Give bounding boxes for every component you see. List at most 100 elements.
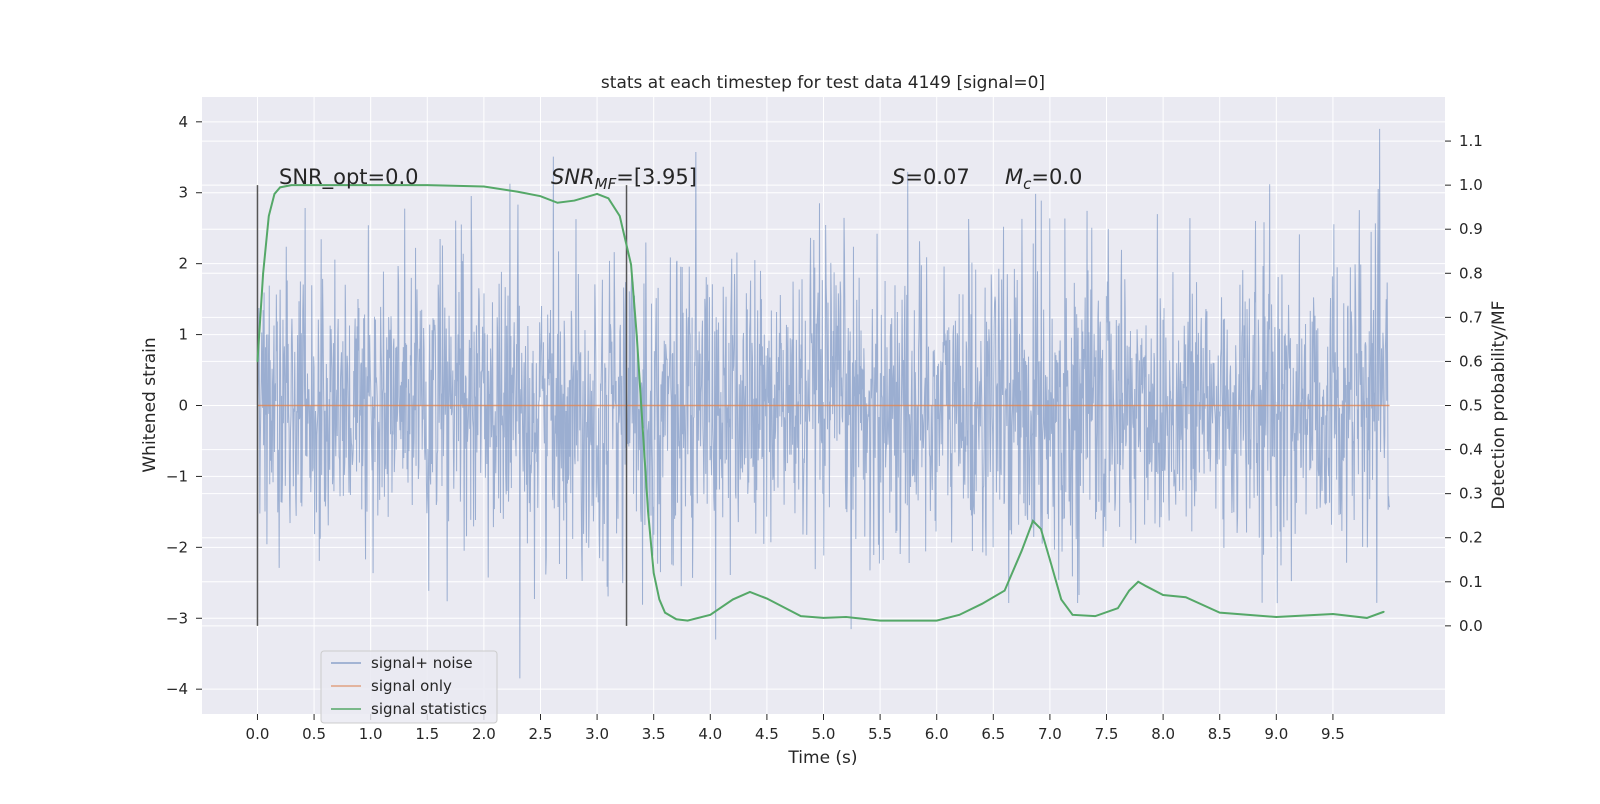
x-tick-label: 9.5 <box>1321 725 1345 743</box>
signal-statistics-point <box>981 603 983 605</box>
x-tick-label: 0.5 <box>302 725 326 743</box>
x-tick-label: 6.0 <box>925 725 949 743</box>
x-tick-label: 4.5 <box>755 725 779 743</box>
signal-statistics-point <box>369 184 372 186</box>
signal-statistics-point <box>935 619 938 622</box>
annotation-snr-mf-symbol: SNR <box>551 165 595 189</box>
signal-statistics-point <box>749 591 751 593</box>
annotation-s-symbol: S <box>892 165 905 189</box>
annotation-s-value: =0.07 <box>905 165 969 189</box>
y-tick-label: −3 <box>166 609 188 627</box>
signal-statistics-line <box>256 184 1385 622</box>
series-signal-statistics <box>256 184 1385 622</box>
series-signal-noise <box>256 128 1391 679</box>
y-right-tick-label: 0.8 <box>1459 264 1483 282</box>
x-tick-label: 7.0 <box>1038 725 1062 743</box>
y-right-tick-label: 0.2 <box>1459 529 1483 547</box>
signal-statistics-point <box>1049 558 1051 561</box>
annotation-snr-mf-value: =[3.95] <box>616 165 697 189</box>
signal-statistics-point <box>1275 616 1278 618</box>
x-tick-label: 8.0 <box>1151 725 1175 743</box>
signal-statistics-point <box>1032 520 1034 522</box>
annotation-mc-value: =0.0 <box>1031 165 1082 189</box>
x-tick-label: 5.5 <box>868 725 892 743</box>
vertical-markers <box>256 185 628 626</box>
signal-statistics-point <box>635 334 638 336</box>
x-tick-label: 3.0 <box>585 725 609 743</box>
signal-statistics-point <box>630 263 632 266</box>
annotation-snr-opt: SNR_opt=0.0 <box>279 165 419 190</box>
annotation-snr-mf: SNRMF=[3.95] <box>551 165 697 193</box>
signal-statistics-point <box>766 597 768 600</box>
y-right-tick-label: 0.7 <box>1459 308 1483 326</box>
x-tick-label: 1.0 <box>359 725 383 743</box>
axes: 0.0 0.5 1.0 1.5 2.0 2.5 3.0 3.5 4.0 4.5 5.0 5.5 6.0 6… <box>166 113 1483 743</box>
x-tick-label: 5.0 <box>812 725 836 743</box>
signal-statistics-point <box>483 185 485 188</box>
y-tick-label: 1 <box>178 326 188 344</box>
annotation-mc-subscript: c <box>1023 175 1032 193</box>
signal-statistics-point <box>1137 580 1140 583</box>
signal-statistics-point <box>675 618 678 621</box>
signal-statistics-point <box>1071 614 1074 616</box>
y-right-axis-label: Detection probability/MF <box>1489 301 1509 510</box>
x-tick-label: 3.5 <box>642 725 666 743</box>
y-tick-label: 0 <box>178 397 188 415</box>
signal-statistics-point <box>1040 528 1042 530</box>
x-tick-label: 0.0 <box>246 725 270 743</box>
signal-statistics-point <box>1332 613 1334 615</box>
annotation-mc-symbol: M <box>1005 165 1023 189</box>
signal-statistics-point <box>709 614 712 616</box>
y-tick-label: 2 <box>178 255 188 273</box>
signal-statistics-point <box>647 510 649 513</box>
legend-label-signal-noise: signal+ noise <box>371 654 473 672</box>
annotation-mc: Mc=0.0 <box>1005 165 1082 193</box>
legend-label-signal-only: signal only <box>371 677 452 695</box>
x-tick-label: 9.0 <box>1264 725 1288 743</box>
signal-statistics-point <box>1366 617 1368 619</box>
signal-noise-line <box>256 128 1391 679</box>
legend-box <box>320 650 498 724</box>
signal-statistics-point <box>1117 607 1119 610</box>
signal-statistics-point <box>279 186 281 189</box>
signal-statistics-point <box>256 360 259 363</box>
annotation-s: S=0.07 <box>892 165 970 189</box>
y-right-tick-label: 0.3 <box>1459 485 1483 503</box>
signal-statistics-point <box>1218 611 1221 614</box>
signal-statistics-point <box>273 193 276 195</box>
signal-statistics-point <box>313 184 315 186</box>
signal-statistics-point <box>658 598 661 601</box>
signal-statistics-point <box>1162 594 1164 596</box>
x-tick-label: 2.0 <box>472 725 496 743</box>
signal-statistics-point <box>800 615 802 617</box>
y-tick-label: −1 <box>166 467 188 485</box>
chart-title: stats at each timestep for test data 414… <box>601 73 1045 93</box>
y-right-tick-label: 0.6 <box>1459 352 1483 370</box>
x-axis-label: Time (s) <box>787 748 857 768</box>
y-tick-label: 3 <box>178 184 188 202</box>
legend-label-signal-statistics: signal statistics <box>371 700 487 718</box>
signal-statistics-point <box>1094 615 1096 617</box>
signal-statistics-point <box>607 197 610 200</box>
y-right-tick-label: 0.4 <box>1459 441 1483 459</box>
y-tick-label: −2 <box>166 538 188 556</box>
y-tick-label: 4 <box>178 113 188 131</box>
signal-statistics-point <box>1020 550 1023 552</box>
y-right-tick-label: 0.1 <box>1459 573 1483 591</box>
signal-statistics-point <box>1383 610 1385 613</box>
y-right-tick-label: 0.5 <box>1459 397 1483 415</box>
signal-statistics-point <box>290 184 293 186</box>
signal-statistics-point <box>556 201 559 204</box>
y-right-tick-label: 1.1 <box>1459 132 1483 150</box>
x-tick-label: 8.5 <box>1208 725 1232 743</box>
x-tick-label: 7.5 <box>1095 725 1119 743</box>
signal-statistics-point <box>1003 589 1006 592</box>
y-right-tick-label: 0.0 <box>1459 617 1483 635</box>
signal-statistics-point <box>596 193 598 195</box>
signal-statistics-point <box>517 190 519 193</box>
y-right-tick-label: 1.0 <box>1459 176 1483 194</box>
signal-statistics-point <box>652 572 655 574</box>
signal-statistics-point <box>618 215 621 217</box>
